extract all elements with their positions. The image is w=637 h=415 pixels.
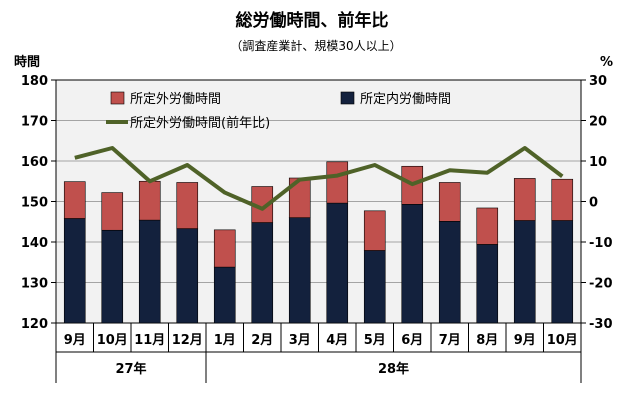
x-tick-label: 3月: [289, 333, 311, 348]
bar-scheduled-hours: [401, 204, 424, 324]
y-right-tick-label: 10: [589, 155, 607, 170]
y-left-tick-label: 120: [21, 317, 48, 332]
y-right-unit-label: %: [600, 55, 613, 70]
bar-overtime-hours: [176, 182, 199, 229]
x-tick-label: 12月: [172, 333, 203, 348]
line-series-overtime-yoy: [74, 146, 564, 211]
x-tick-label: 9月: [64, 333, 86, 348]
bar-scheduled-hours: [363, 250, 386, 324]
legend-label-scheduled: 所定内労働時間: [360, 91, 451, 107]
bar-scheduled-hours: [513, 220, 536, 324]
y-left-tick-label: 130: [21, 277, 48, 292]
y-right-tick-label: 20: [589, 115, 607, 130]
x-tick-label: 8月: [476, 333, 498, 348]
x-tick-label: 1月: [214, 333, 236, 348]
y-left-tick-label: 140: [21, 236, 48, 251]
bar-scheduled-hours: [138, 219, 161, 324]
x-tick-label: 2月: [251, 333, 273, 348]
x-axis: 9月 10月 11月 12月 1月 2月 3月 4月 5月 6月 7月 8月 9月 10月 27年 28年: [55, 323, 582, 383]
bar-overtime-hours: [438, 182, 461, 222]
year-label: 28年: [378, 361, 409, 377]
legend-swatch-scheduled: [340, 91, 355, 105]
bar-scheduled-hours: [176, 228, 199, 324]
bar-scheduled-hours: [551, 220, 574, 324]
bar-scheduled-hours: [101, 229, 124, 324]
bar-overtime-hours: [138, 180, 161, 221]
x-tick-label: 10月: [547, 333, 578, 348]
year-label: 27年: [115, 361, 146, 377]
x-tick-label: 6月: [401, 333, 423, 348]
y-right-tick-label: -30: [589, 317, 613, 332]
legend-label-overtime: 所定外労働時間: [130, 92, 221, 107]
bar-overtime-hours: [551, 178, 574, 221]
y-right-tick-label: 0: [589, 196, 598, 211]
y-left-tick-label: 170: [21, 115, 48, 130]
y-left-tick-label: 160: [21, 155, 48, 170]
y-right-ticks: -30 -20 -10 0 10 20 30: [581, 74, 613, 332]
legend-label-yoy: 所定外労働時間(前年比): [130, 115, 270, 131]
y-right-tick-label: -10: [589, 236, 613, 251]
bar-scheduled-hours: [288, 217, 311, 324]
bar-overtime-hours: [101, 192, 124, 231]
bar-overtime-hours: [476, 207, 499, 245]
bar-overtime-hours: [326, 161, 349, 204]
chart-subtitle: （調査産業計、規模30人以上）: [230, 38, 401, 53]
y-right-tick-label: -20: [589, 277, 613, 292]
bar-overtime-hours: [513, 178, 536, 221]
y-left-unit-label: 時間: [14, 54, 40, 70]
y-left-tick-label: 150: [21, 196, 48, 211]
bar-scheduled-hours: [326, 202, 349, 324]
chart-title: 総労働時間、前年比: [236, 10, 389, 31]
legend-swatch-overtime: [110, 91, 125, 105]
y-right-tick-label: 30: [589, 74, 607, 89]
bar-overtime-hours: [363, 210, 386, 251]
y-left-ticks: 120 130 140 150 160 170 180: [21, 74, 56, 332]
x-tick-label: 9月: [514, 333, 536, 348]
x-tick-label: 7月: [439, 333, 461, 348]
yoy-line: [74, 146, 564, 211]
x-tick-label: 4月: [326, 333, 348, 348]
bar-scheduled-hours: [476, 244, 499, 324]
bar-scheduled-hours: [251, 222, 274, 324]
bars: [63, 161, 574, 324]
x-tick-label: 10月: [97, 333, 128, 348]
bar-scheduled-hours: [213, 266, 236, 324]
legend: 所定外労働時間 所定内労働時間 所定外労働時間(前年比): [106, 91, 451, 131]
bar-overtime-hours: [63, 181, 86, 219]
x-tick-label: 5月: [364, 333, 386, 348]
bar-scheduled-hours: [438, 221, 461, 324]
bar-overtime-hours: [213, 229, 236, 268]
x-tick-label: 11月: [134, 333, 165, 348]
y-left-tick-label: 180: [21, 74, 48, 89]
bar-scheduled-hours: [63, 218, 86, 324]
